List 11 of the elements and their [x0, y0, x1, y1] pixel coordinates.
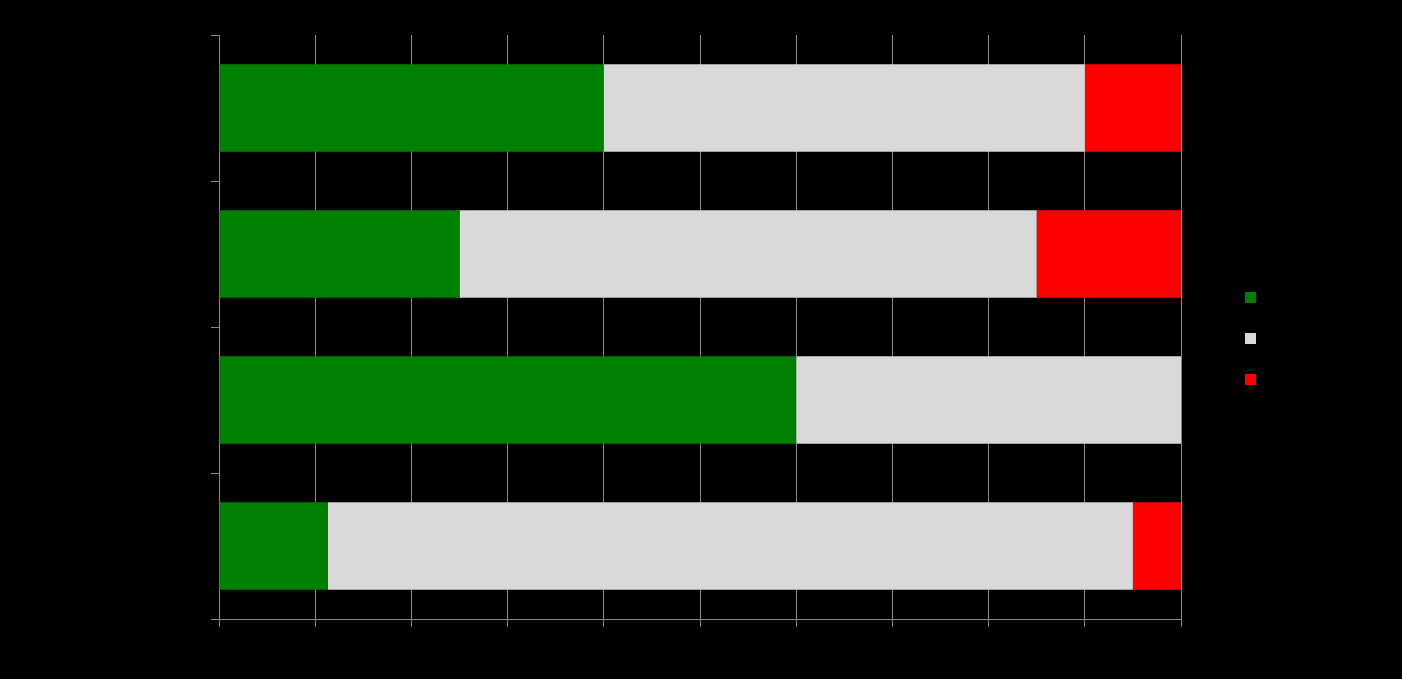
bar: [327, 502, 1133, 590]
bar: [219, 64, 604, 152]
bar: [1132, 502, 1181, 590]
bar: [1084, 64, 1181, 152]
bar: [219, 210, 460, 298]
bar: [603, 64, 1085, 152]
bar: [796, 356, 1181, 444]
bar: [219, 502, 328, 590]
bar: [459, 210, 1037, 298]
bar: [219, 356, 797, 444]
bar: [1036, 210, 1181, 298]
